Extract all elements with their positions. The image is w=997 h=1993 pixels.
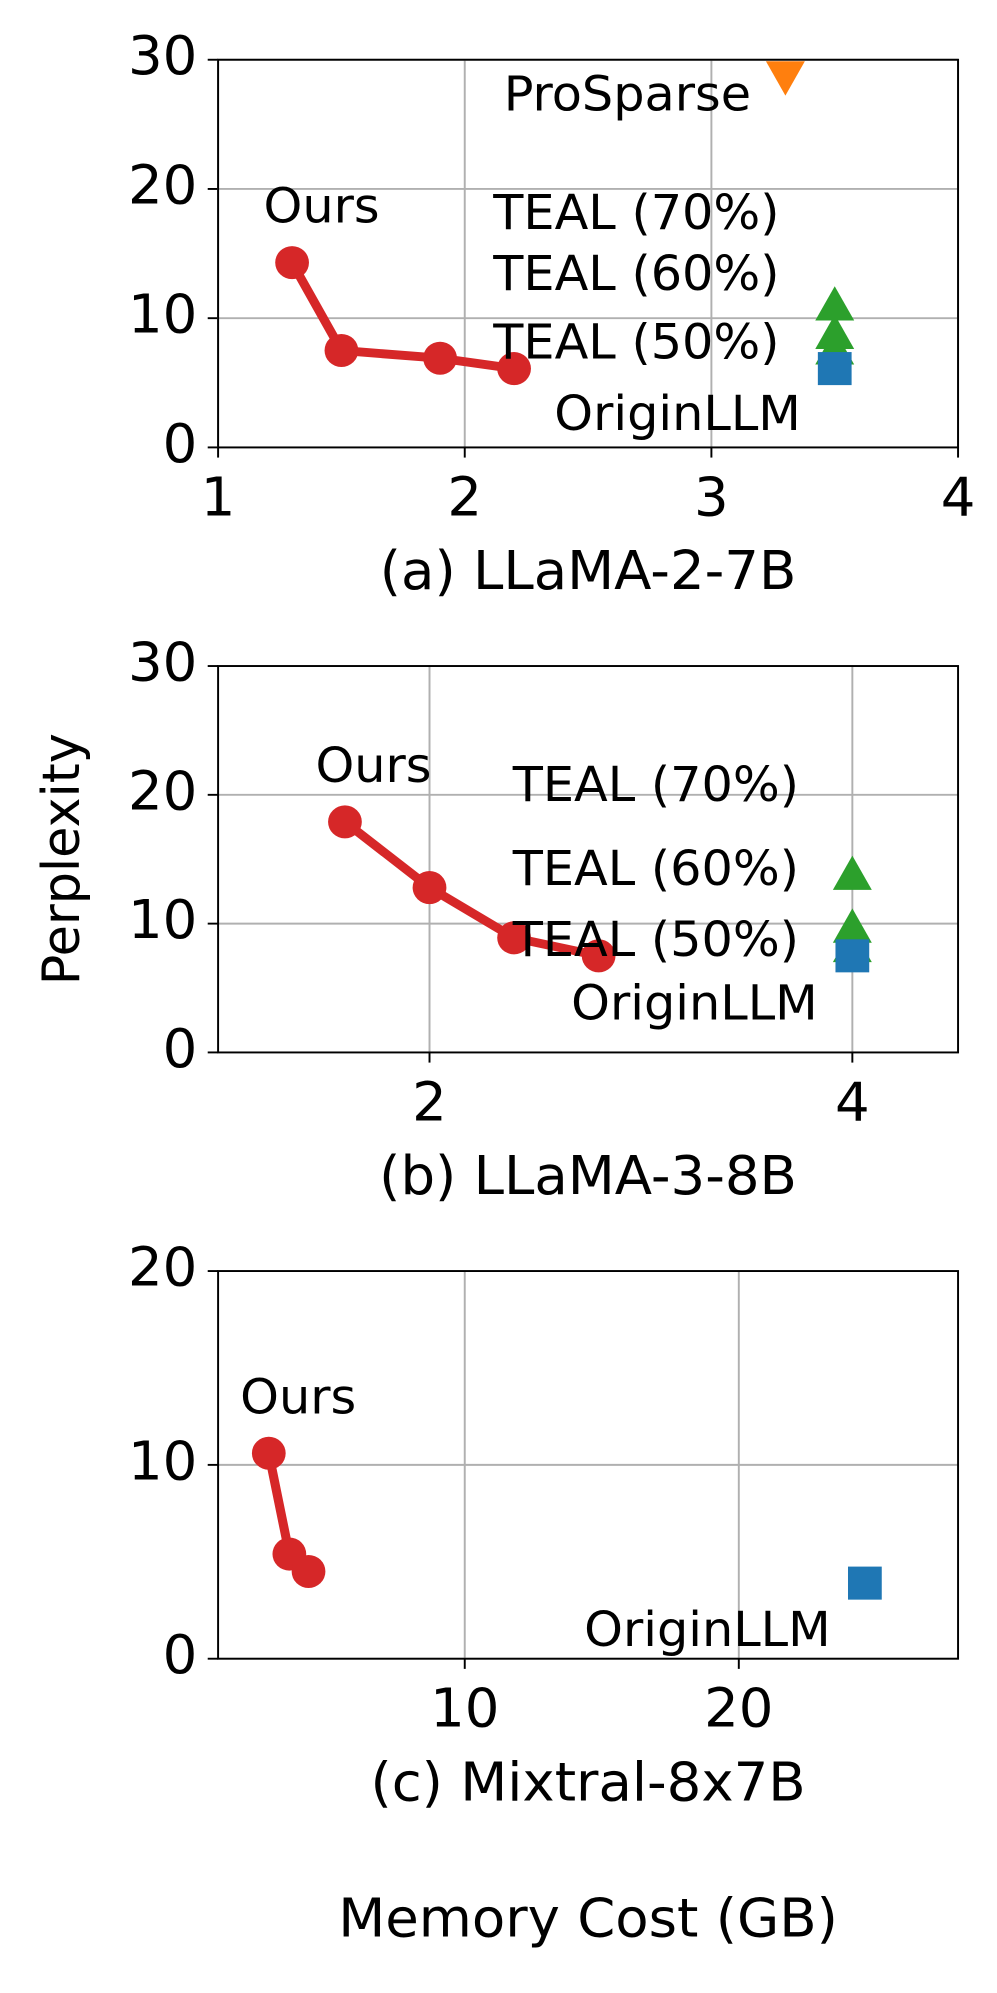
x-tick-label: 20 [704, 1677, 773, 1739]
y-tick-label: 0 [163, 1624, 198, 1686]
marker [847, 1566, 882, 1600]
plot-frame [217, 1270, 960, 1660]
x-tick-label: 2 [447, 466, 482, 528]
y-tick-label: 0 [163, 412, 198, 474]
series-label: Ours [240, 1369, 356, 1425]
y-tick-label: 10 [128, 889, 197, 951]
plot-frame [217, 58, 960, 449]
marker [412, 871, 447, 905]
y-tick-label: 10 [128, 1430, 197, 1492]
x-tick-label: 3 [694, 466, 729, 528]
marker [251, 1436, 286, 1470]
subplot-title: (c) Mixtral-8x7B [370, 1751, 805, 1813]
marker [832, 908, 872, 943]
marker [497, 921, 531, 955]
marker [324, 333, 359, 368]
x-tick-label: 2 [412, 1071, 447, 1133]
marker [765, 61, 805, 96]
series-label: Ours [315, 737, 431, 793]
y-axis-label: Perplexity [32, 733, 93, 985]
x-tick-label: 4 [941, 466, 976, 528]
marker [815, 286, 855, 321]
series-label: TEAL (60%) [492, 245, 779, 301]
series-label: OriginLLM [571, 975, 818, 1031]
y-tick-label: 20 [128, 1236, 197, 1298]
marker [423, 341, 457, 375]
marker [817, 352, 852, 386]
y-tick-label: 20 [128, 760, 197, 822]
series-label: OriginLLM [554, 385, 801, 441]
subplot-title: (b) LLaMA-3-8B [379, 1145, 797, 1207]
series-label: ProSparse [504, 66, 751, 122]
marker [497, 352, 531, 386]
marker [581, 939, 616, 973]
series-label: TEAL (50%) [512, 911, 799, 967]
x-tick-label: 1 [201, 466, 236, 528]
y-tick-label: 30 [128, 631, 197, 693]
series-label: TEAL (70%) [492, 184, 779, 240]
plot-frame [217, 665, 960, 1054]
y-tick-label: 20 [128, 154, 197, 216]
y-tick-label: 10 [128, 283, 197, 345]
series-line [288, 260, 515, 373]
series-label: Ours [264, 178, 380, 234]
x-tick-label: 10 [430, 1677, 499, 1739]
series-label: TEAL (50%) [492, 314, 779, 370]
series-label: OriginLLM [584, 1602, 831, 1658]
series-line [342, 818, 600, 961]
series-label: TEAL (60%) [512, 840, 799, 896]
x-axis-label: Memory Cost (GB) [338, 1887, 838, 1949]
y-tick-label: 0 [163, 1017, 198, 1079]
x-tick-label: 4 [835, 1071, 870, 1133]
marker [835, 939, 870, 973]
marker [291, 1554, 326, 1589]
marker [328, 805, 362, 839]
subplot-title: (a) LLaMA-2-7B [380, 540, 797, 602]
series-label: TEAL (70%) [512, 756, 799, 812]
y-tick-label: 30 [128, 25, 197, 87]
marker [832, 855, 872, 890]
marker [275, 246, 309, 280]
